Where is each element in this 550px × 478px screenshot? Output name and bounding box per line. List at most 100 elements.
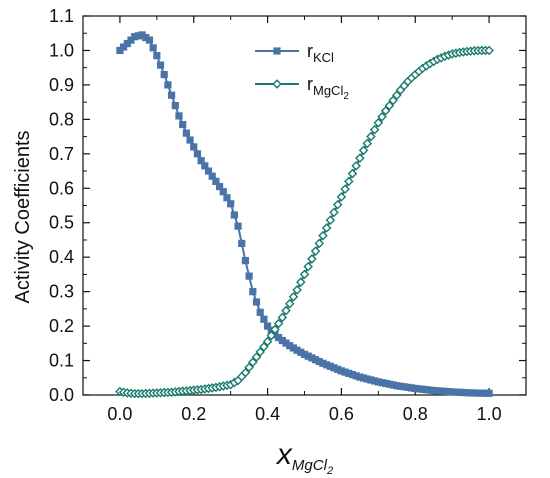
data-point-rMgCl2: [266, 330, 277, 341]
data-point-rMgCl2: [255, 347, 265, 357]
y-tick-label: 0.7: [49, 144, 74, 164]
data-point-rKCl: [260, 315, 268, 323]
data-point-rKCl: [219, 188, 227, 196]
legend-label: rKCl: [307, 41, 334, 65]
data-point-rMgCl2: [318, 230, 328, 241]
data-point-rMgCl2: [259, 341, 269, 352]
data-point-rMgCl2: [355, 153, 365, 163]
data-point-rKCl: [227, 200, 235, 208]
data-point-rMgCl2: [321, 223, 332, 233]
data-point-rMgCl2: [384, 100, 395, 111]
legend-label-main: r: [307, 41, 313, 61]
data-point-rKCl: [186, 136, 194, 144]
y-tick-label: 0.9: [49, 75, 74, 95]
data-point-rMgCl2: [332, 199, 343, 210]
x-axis-label-subsub: 2: [326, 465, 333, 477]
data-point-rKCl: [190, 143, 198, 151]
data-point-rKCl: [245, 272, 253, 280]
data-point-rMgCl2: [369, 124, 380, 135]
data-point-rMgCl2: [373, 118, 384, 128]
y-tick-label: 0.1: [49, 351, 74, 371]
data-point-rKCl: [145, 36, 154, 44]
series-group: [115, 31, 494, 399]
data-point-rMgCl2: [340, 184, 350, 194]
data-point-rMgCl2: [366, 131, 376, 142]
x-tick-label: 0.0: [107, 404, 132, 424]
x-tick-label: 0.8: [403, 404, 428, 424]
y-tick-label: 0.8: [49, 109, 74, 129]
y-tick-label: 0.5: [49, 213, 74, 233]
y-tick-label: 0.3: [49, 282, 74, 302]
data-point-rMgCl2: [248, 357, 258, 368]
data-point-rMgCl2: [281, 305, 291, 316]
x-axis-label-main: x: [275, 438, 293, 471]
data-point-rMgCl2: [325, 215, 336, 225]
data-point-rKCl: [238, 239, 246, 247]
x-tick-label: 0.6: [329, 404, 354, 424]
legend-label-main: r: [307, 74, 313, 94]
series-rMgCl2: [115, 45, 494, 399]
data-point-rKCl: [193, 150, 202, 158]
legend-label-subsub: 2: [343, 91, 349, 102]
y-tick-label: 0.4: [49, 247, 74, 267]
data-point-rMgCl2: [484, 45, 494, 56]
data-point-rMgCl2: [377, 111, 387, 122]
legend-entry-rMgCl2: rMgCl2: [255, 74, 349, 102]
data-point-rKCl: [249, 288, 257, 296]
data-point-rKCl: [201, 162, 209, 170]
data-point-rMgCl2: [292, 285, 302, 295]
legend-entry-rKCl: rKCl: [255, 41, 334, 65]
data-point-rKCl: [215, 182, 224, 191]
data-point-rMgCl2: [273, 318, 284, 329]
data-point-rKCl: [485, 389, 493, 397]
data-point-rMgCl2: [296, 277, 306, 287]
y-tick-label: 1.1: [49, 6, 74, 26]
data-point-rMgCl2: [262, 336, 273, 347]
data-point-rMgCl2: [284, 298, 295, 309]
legend-marker-sample: [272, 79, 282, 89]
data-point-rMgCl2: [351, 161, 361, 171]
data-point-rMgCl2: [277, 312, 288, 323]
data-point-rMgCl2: [392, 90, 402, 101]
y-tick-label: 0.6: [49, 178, 74, 198]
y-tick-label: 0.2: [49, 316, 74, 336]
data-point-rKCl: [234, 222, 242, 230]
y-tick-label: 0.0: [49, 385, 74, 405]
data-point-rMgCl2: [310, 246, 321, 256]
data-point-rKCl: [167, 91, 176, 99]
x-axis-label-sub: MgCl: [292, 457, 328, 474]
data-point-rMgCl2: [329, 207, 339, 218]
data-point-rMgCl2: [299, 269, 310, 280]
x-tick-label: 0.2: [181, 404, 206, 424]
data-point-rMgCl2: [336, 192, 347, 202]
y-axis-label: Activity Coefficients: [12, 130, 34, 303]
data-point-rKCl: [252, 298, 261, 306]
data-point-rMgCl2: [303, 261, 313, 272]
legend-label-sub: MgCl: [313, 83, 343, 98]
data-point-rMgCl2: [270, 324, 280, 335]
data-point-rKCl: [263, 322, 272, 330]
data-point-rMgCl2: [380, 105, 391, 116]
data-point-rKCl: [164, 81, 172, 89]
data-point-rKCl: [160, 70, 168, 79]
data-point-rMgCl2: [314, 238, 325, 249]
data-point-rMgCl2: [362, 138, 373, 149]
data-point-rKCl: [230, 211, 238, 219]
data-point-rKCl: [171, 101, 179, 110]
data-point-rMgCl2: [347, 168, 358, 179]
data-point-rKCl: [212, 177, 220, 185]
data-point-rMgCl2: [388, 95, 398, 106]
x-tick-label: 0.4: [255, 404, 280, 424]
data-point-rKCl: [149, 44, 157, 52]
data-point-rMgCl2: [307, 254, 317, 264]
data-point-rKCl: [175, 112, 183, 120]
data-point-rKCl: [197, 157, 205, 165]
data-point-rKCl: [256, 308, 264, 316]
data-point-rMgCl2: [244, 362, 254, 373]
data-point-rKCl: [182, 129, 190, 137]
y-tick-label: 1.0: [49, 40, 74, 60]
legend-label-sub: KCl: [313, 50, 334, 65]
